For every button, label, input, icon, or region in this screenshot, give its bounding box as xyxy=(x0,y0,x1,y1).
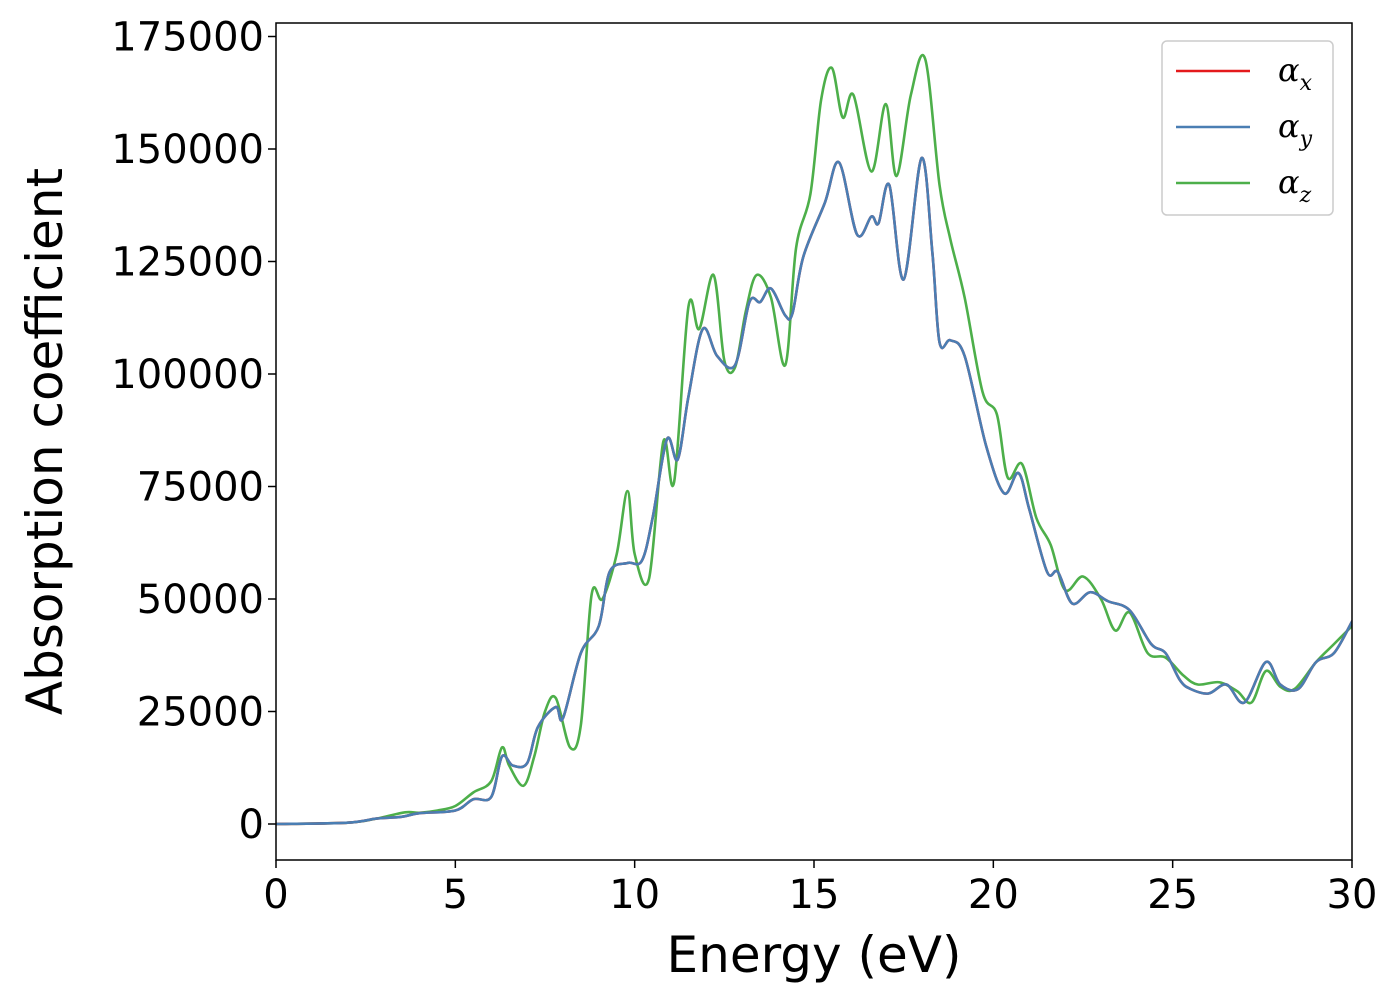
x-tick-label: 25 xyxy=(1147,872,1198,918)
series-line-x xyxy=(276,156,1352,826)
x-tick-label: 20 xyxy=(968,872,1019,918)
x-axis-ticks: 0 5 10 15 20 25 30 xyxy=(263,860,1377,918)
x-tick-label: 30 xyxy=(1327,872,1378,918)
x-tick-label: 15 xyxy=(789,872,840,918)
series-line-z xyxy=(276,53,1352,826)
plot-area xyxy=(276,53,1352,826)
y-tick-label: 0 xyxy=(239,802,264,848)
legend-label-x: αx xyxy=(1278,51,1313,96)
legend: αx αy αz xyxy=(1161,40,1334,216)
y-axis-ticks: 0 25000 50000 75000 100000 125000 150000 175000 xyxy=(111,15,276,848)
y-tick-label: 50000 xyxy=(137,577,264,623)
legend-label-y: αy xyxy=(1278,107,1313,152)
y-tick-label: 25000 xyxy=(137,690,264,736)
y-tick-label: 150000 xyxy=(111,127,264,173)
x-tick-label: 5 xyxy=(443,872,468,918)
x-axis-label: Energy (eV) xyxy=(667,926,962,984)
y-tick-label: 125000 xyxy=(111,240,264,286)
x-tick-label: 0 xyxy=(263,872,288,918)
series-line-y xyxy=(276,156,1352,826)
y-tick-label: 100000 xyxy=(111,352,264,398)
y-tick-label: 75000 xyxy=(137,465,264,511)
y-axis-label: Absorption coefficient xyxy=(16,168,74,715)
legend-label-z: αz xyxy=(1278,163,1312,208)
x-tick-label: 10 xyxy=(609,872,660,918)
y-tick-label: 175000 xyxy=(111,15,264,61)
